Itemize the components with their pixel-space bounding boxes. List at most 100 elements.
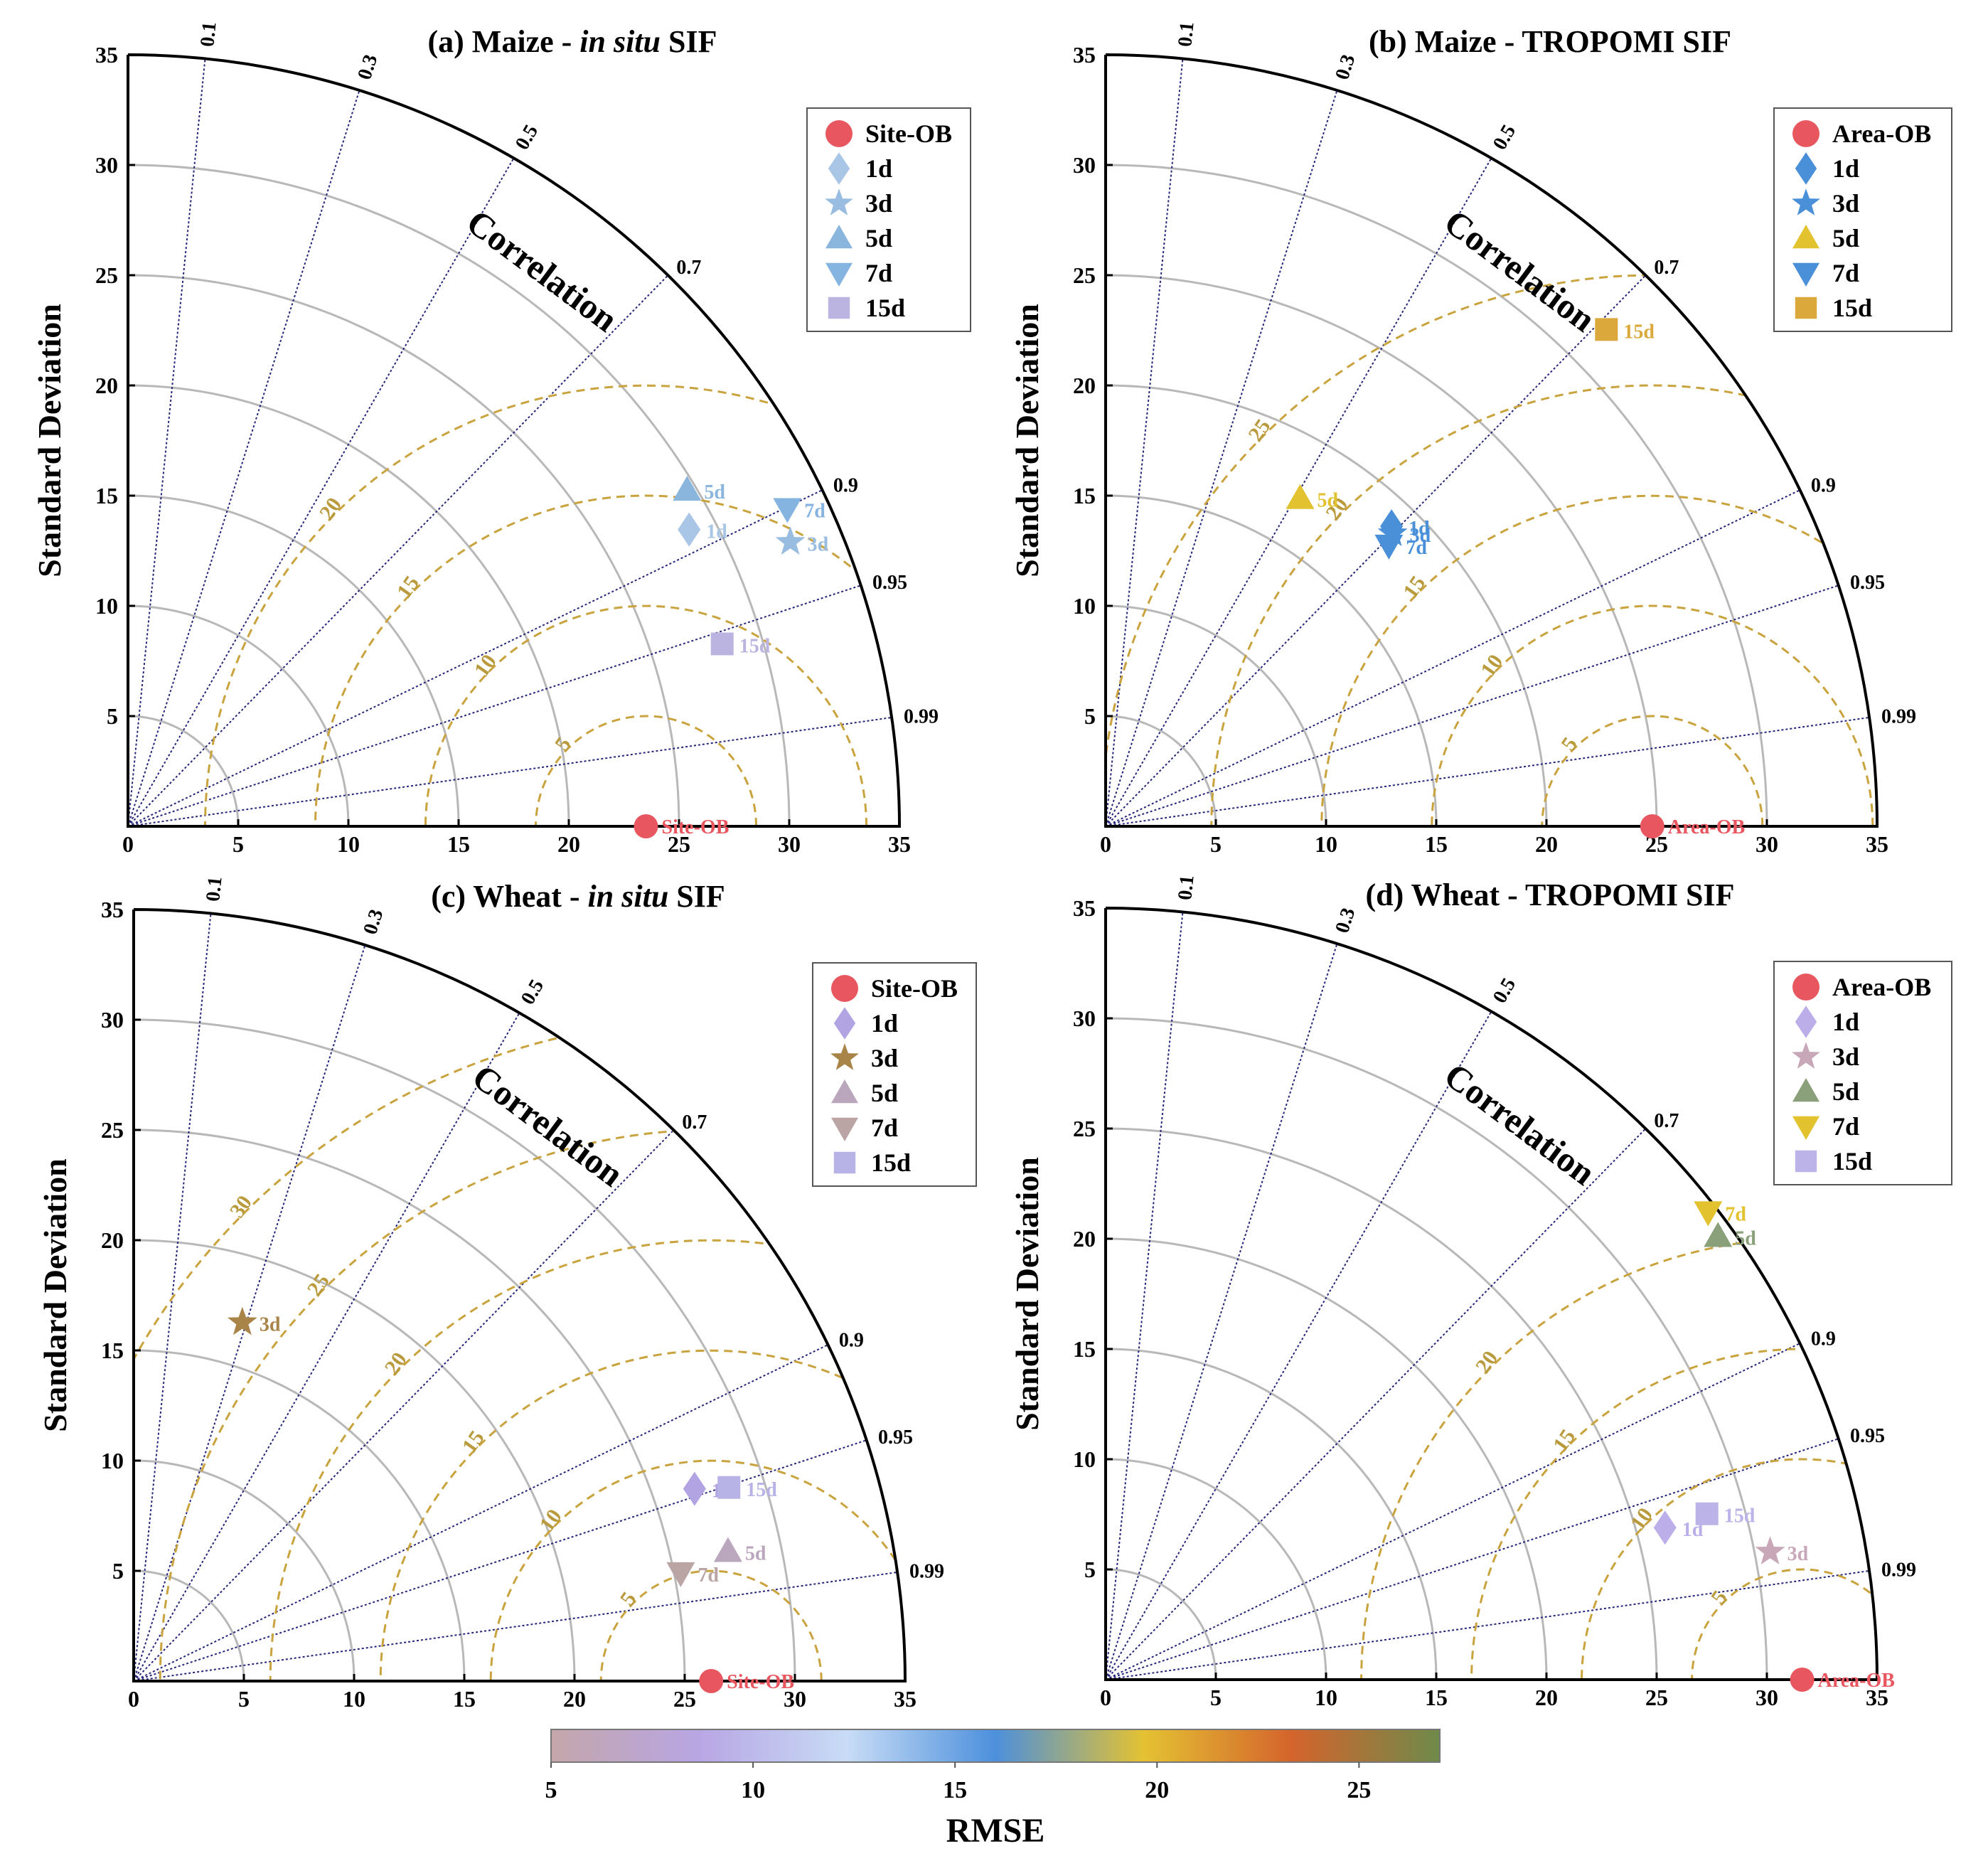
- legend-label: 1d: [1832, 1008, 1859, 1036]
- x-tick-label: 30: [1755, 1685, 1778, 1710]
- point-label: 1d: [1409, 518, 1430, 540]
- data-point-1d: [1653, 1510, 1677, 1545]
- legend-marker: [1792, 225, 1819, 249]
- rmse-contour-label: 15: [392, 572, 424, 603]
- data-point-5d: [673, 476, 702, 501]
- legend-marker: [825, 120, 853, 147]
- rmse-contour: [379, 1349, 905, 1681]
- correlation-ray: [127, 274, 669, 827]
- point-label: 7d: [1725, 1203, 1746, 1225]
- legend: Site-OB 1d 3d 5d 7d 15d: [806, 107, 971, 332]
- rmse-contour-label: 20: [1471, 1347, 1502, 1378]
- legend-marker: [1792, 120, 1819, 147]
- correlation-ray: [1105, 1569, 1870, 1680]
- x-tick-label: 35: [888, 831, 911, 857]
- legend-label: 3d: [1832, 189, 1859, 218]
- y-tick-label: 10: [95, 593, 118, 619]
- correlation-tick-label: 0.1: [1174, 874, 1198, 901]
- legend-label: 15d: [1832, 294, 1872, 322]
- x-tick-label: 5: [1210, 831, 1222, 857]
- reference-point: [634, 814, 658, 838]
- rmse-contour: [314, 494, 899, 826]
- std-arc: [127, 604, 350, 827]
- legend-marker: [828, 297, 850, 319]
- correlation-ray: [1105, 58, 1184, 827]
- correlation-tick-label: 0.99: [1881, 706, 1916, 728]
- correlation-tick-label: 0.9: [1811, 475, 1836, 497]
- std-arc: [1105, 164, 1768, 827]
- legend-marker: [1795, 1006, 1817, 1038]
- rmse-contour: [1320, 494, 1877, 826]
- legend-marker: [1792, 1078, 1819, 1102]
- legend-label: 15d: [1832, 1147, 1872, 1175]
- x-tick-label: 0: [128, 1686, 139, 1712]
- legend-marker: [833, 1151, 856, 1174]
- legend-marker: [825, 225, 853, 249]
- taylor-panel-2: 0.1 0.3 0.5 0.7 0.9 0.95 0.99 5 10 15 20 25 0 5 5 10 10 1…: [1009, 21, 1952, 857]
- correlation-ray: [133, 1129, 675, 1682]
- rmse-contour-label: 10: [1626, 1503, 1657, 1535]
- rmse-contours: [1106, 274, 1877, 826]
- x-tick-label: 35: [1866, 831, 1888, 857]
- data-point-15d: [1595, 318, 1618, 341]
- rmse-contour: [489, 1459, 905, 1681]
- legend-label: 7d: [1832, 259, 1859, 287]
- point-label: 3d: [260, 1314, 281, 1336]
- x-tick-label: 5: [238, 1686, 250, 1712]
- correlation-title: Correlation: [1437, 202, 1603, 340]
- std-arc: [1105, 1568, 1217, 1680]
- reference-point: [699, 1669, 724, 1693]
- correlation-tick-label: 0.7: [676, 257, 701, 279]
- legend-label: 1d: [865, 154, 892, 183]
- legend: Area-OB 1d 3d 5d 7d 15d: [1773, 107, 1952, 332]
- correlation-tick-label: 0.1: [196, 21, 220, 48]
- y-tick-label: 10: [101, 1448, 124, 1473]
- rmse-contour-label: 25: [303, 1269, 334, 1301]
- colorbar-bar: [550, 1729, 1441, 1763]
- correlation-ray: [127, 585, 862, 827]
- std-arc: [1105, 1348, 1438, 1680]
- legend-label: 3d: [1832, 1042, 1859, 1071]
- reference-label: Site-OB: [662, 816, 730, 838]
- rmse-contour: [1541, 715, 1764, 826]
- legend-marker: [833, 1007, 856, 1040]
- correlation-tick-label: 0.3: [1331, 905, 1359, 936]
- colorbar-tick-label: 5: [545, 1777, 557, 1803]
- legend: Area-OB 1d 3d 5d 7d 15d: [1773, 961, 1952, 1185]
- std-arc: [133, 1459, 356, 1682]
- colorbar-ticks: 5 10 15 20 25: [545, 1762, 1371, 1803]
- data-point-1d: [678, 512, 701, 547]
- reference-label: Area-OB: [1818, 1670, 1895, 1692]
- y-tick-label: 30: [101, 1007, 124, 1033]
- correlation-tick-label: 0.3: [1331, 52, 1359, 82]
- colorbar-tick-label: 15: [943, 1777, 967, 1803]
- point-label: 7d: [1406, 537, 1427, 559]
- rmse-contour-label: 5: [616, 1588, 641, 1610]
- correlation-tick-label: 0.95: [878, 1426, 913, 1449]
- point-label: 1d: [706, 521, 727, 543]
- correlation-tick-label: 0.7: [1654, 257, 1679, 279]
- y-tick-label: 5: [1084, 1557, 1096, 1582]
- y-tick-label: 35: [1073, 42, 1096, 68]
- point-label: 7d: [804, 501, 825, 523]
- x-tick-label: 10: [343, 1686, 365, 1712]
- correlation-ray: [127, 716, 892, 827]
- correlation-ray: [133, 944, 366, 1682]
- x-tick-label: 25: [1645, 1685, 1668, 1710]
- legend-marker: [1792, 974, 1819, 1001]
- colorbar-tick-label: 20: [1145, 1777, 1169, 1803]
- point-label: 15d: [1623, 321, 1655, 343]
- correlation-tick-label: 0.1: [1174, 21, 1198, 48]
- legend-marker: [1795, 297, 1817, 319]
- point-label: 5d: [745, 1543, 766, 1565]
- y-tick-label: 35: [101, 897, 124, 922]
- y-tick-label: 15: [101, 1338, 124, 1363]
- colorbar-tick-label: 25: [1347, 1777, 1371, 1803]
- std-arc: [127, 274, 680, 827]
- correlation-ray: [127, 90, 360, 827]
- y-axis-title: Standard Deviation: [37, 1158, 73, 1432]
- std-arc: [1105, 604, 1327, 827]
- y-tick-label: 20: [1073, 1226, 1096, 1252]
- legend-marker: [1795, 152, 1817, 185]
